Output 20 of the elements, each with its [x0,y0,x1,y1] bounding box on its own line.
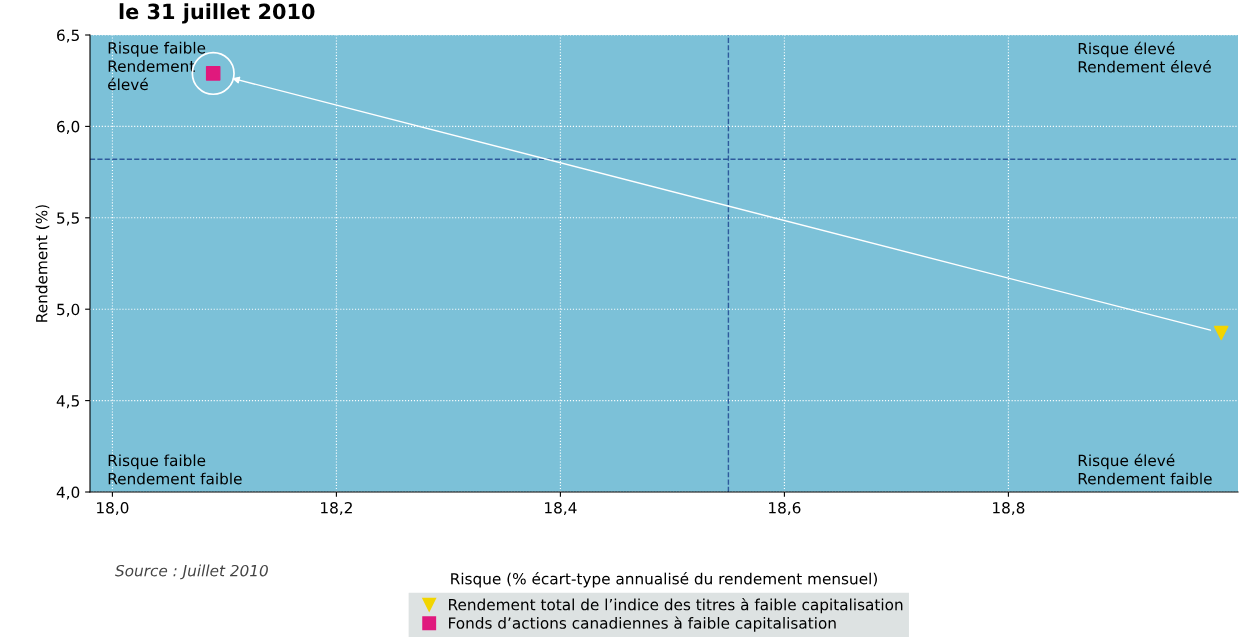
x-tick-label: 18,8 [993,501,1025,516]
x-tick-label: 18,6 [769,501,801,516]
legend-label: Rendement total de l’indice des titres à faible capitalisation [449,597,903,614]
annotation: Risque faible Rendement faible [108,454,242,485]
y-tick-label: 5,5 [57,212,79,226]
x-tick-label: 18,0 [97,501,129,516]
source-note: Source : Juillet 2010 [115,564,268,580]
x-tick-label: 18,4 [545,501,577,516]
x-tick-label: 18,2 [321,501,352,516]
annotation: Risque élevé Rendement faible [1078,453,1212,485]
y-tick-label: 4,5 [56,395,79,409]
y-tick-label: 5,0 [57,303,80,317]
y-tick-label: 6,0 [57,120,80,134]
chart-title: le 31 juillet 2010 [119,3,315,24]
y-tick-label: 6,5 [57,29,79,43]
annotation: Risque élevé Rendement élevé [1078,41,1211,73]
x-axis-title: Risque (% écart-type annualisé du rendement mensuel) [451,572,877,588]
y-tick-label: 4,0 [56,486,80,500]
y-axis-title: Rendement (%) [35,205,50,322]
legend-label: Fonds d’actions canadiennes à faible capitalisation [449,616,836,632]
